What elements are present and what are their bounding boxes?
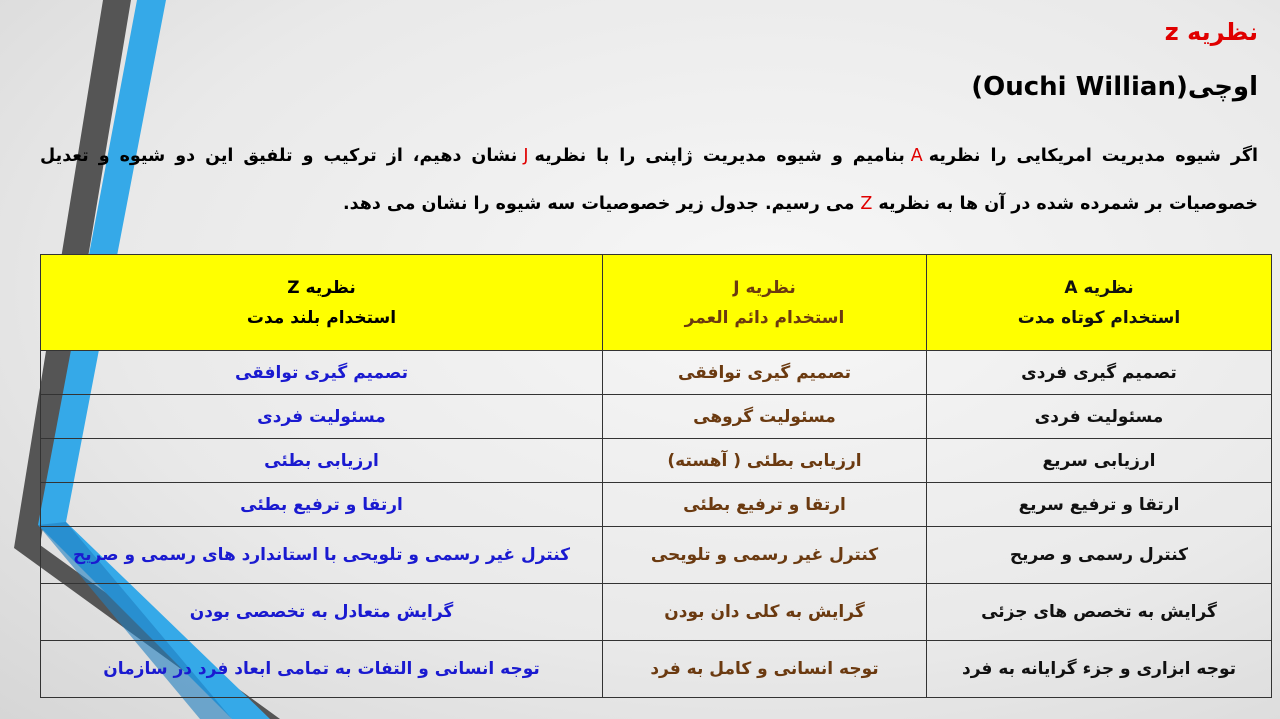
cell-theory-z: تصمیم گیری توافقی: [40, 350, 603, 395]
header-subtitle: استخدام کوتاه مدت: [1017, 307, 1181, 328]
comparison-table: نظریه A استخدام کوتاه مدت نظریه J استخدام …: [40, 254, 1272, 698]
header-subtitle: استخدام دائم العمر: [684, 307, 845, 328]
cell-theory-a: ارتقا و ترفیع سریع: [926, 482, 1272, 527]
table-row: کنترل رسمی و صریح کنترل غیر رسمی و تلویحی…: [40, 526, 1272, 584]
cell-theory-a: گرایش به تخصص های جزئی: [926, 583, 1272, 641]
header-title: نظریه A: [1064, 277, 1134, 298]
cell-theory-z: کنترل غیر رسمی و تلویحی با استاندارد های…: [40, 526, 603, 584]
intro-paragraph: اگر شیوه مدیریت امریکایی را نظریهAبنامیم…: [40, 132, 1258, 228]
theory-a-label: A: [910, 146, 923, 166]
header-theory-j: نظریه J استخدام دائم العمر: [602, 254, 927, 351]
para-text: اگر شیوه مدیریت امریکایی را نظریه: [928, 146, 1258, 166]
cell-theory-a: توجه ابزاری و جزء گرایانه به فرد: [926, 640, 1272, 698]
theory-j-label: J: [523, 146, 529, 166]
cell-theory-z: گرایش متعادل به تخصصی بودن: [40, 583, 603, 641]
header-row: نظریه A استخدام کوتاه مدت نظریه J استخدام …: [40, 254, 1272, 351]
cell-theory-j: کنترل غیر رسمی و تلویحی: [602, 526, 927, 584]
header-title: نظریه Z: [287, 277, 356, 298]
slide-subtitle: اوچی(Ouchi Willian): [971, 72, 1258, 102]
cell-theory-a: مسئولیت فردی: [926, 394, 1272, 439]
cell-theory-j: مسئولیت گروهی: [602, 394, 927, 439]
cell-theory-j: توجه انسانی و کامل به فرد: [602, 640, 927, 698]
cell-theory-a: تصمیم گیری فردی: [926, 350, 1272, 395]
cell-theory-z: توجه انسانی و التفات به تمامی ابعاد فرد …: [40, 640, 603, 698]
cell-theory-j: ارزیابی بطئی ( آهسته): [602, 438, 927, 483]
header-title: نظریه J: [733, 277, 796, 298]
cell-theory-z: ارزیابی بطئی: [40, 438, 603, 483]
cell-theory-a: کنترل رسمی و صریح: [926, 526, 1272, 584]
cell-theory-j: تصمیم گیری توافقی: [602, 350, 927, 395]
header-theory-z: نظریه Z استخدام بلند مدت: [40, 254, 603, 351]
header-subtitle: استخدام بلند مدت: [246, 307, 397, 328]
cell-theory-j: ارتقا و ترفیع بطئی: [602, 482, 927, 527]
table-row: ارزیابی سریع ارزیابی بطئی ( آهسته) ارزیابی…: [40, 438, 1272, 483]
para-text: می رسیم. جدول زیر خصوصیات سه شیوه را نشا…: [342, 194, 855, 214]
para-text: بنامیم و شیوه مدیریت ژاپنی را با نظریه: [534, 146, 905, 166]
slide-title: نظریه z: [1164, 18, 1258, 46]
table-row: گرایش به تخصص های جزئی گرایش به کلی دان ب…: [40, 583, 1272, 641]
cell-theory-z: ارتقا و ترفیع بطئی: [40, 482, 603, 527]
table-row: تصمیم گیری فردی تصمیم گیری توافقی تصمیم گی…: [40, 350, 1272, 395]
header-theory-a: نظریه A استخدام کوتاه مدت: [926, 254, 1272, 351]
theory-z-label: Z: [860, 194, 873, 214]
table-row: مسئولیت فردی مسئولیت گروهی مسئولیت فردی: [40, 394, 1272, 439]
cell-theory-z: مسئولیت فردی: [40, 394, 603, 439]
cell-theory-j: گرایش به کلی دان بودن: [602, 583, 927, 641]
cell-theory-a: ارزیابی سریع: [926, 438, 1272, 483]
table-row: ارتقا و ترفیع سریع ارتقا و ترفیع بطئی ارتق…: [40, 482, 1272, 527]
para-text: نشان دهیم، از ترکیب و تلفیق این دو شیوه …: [40, 146, 1258, 214]
table-row: توجه ابزاری و جزء گرایانه به فرد توجه انس…: [40, 640, 1272, 698]
